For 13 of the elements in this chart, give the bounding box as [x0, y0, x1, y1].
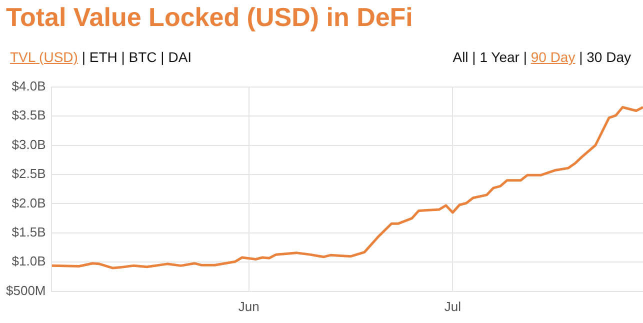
chart-title: Total Value Locked (USD) in DeFi	[6, 2, 413, 33]
y-tick-label: $4.0B	[12, 78, 46, 94]
y-tick-label: $500M	[6, 282, 46, 298]
y-tick-label: $1.5B	[12, 224, 46, 240]
text: TVL (USD) | ETH | BTC | DAI	[10, 49, 192, 65]
text: All | 1 Year | 90 Day | 30 Day	[452, 49, 631, 65]
y-tick-label: $1.0B	[12, 254, 46, 269]
y-tick-label: $3.0B	[12, 136, 46, 152]
y-tick-label: $2.0B	[12, 195, 46, 210]
x-tick-label: Jun	[238, 298, 260, 314]
x-tick-label: Jul	[444, 298, 462, 314]
y-tick-label: $2.5B	[12, 166, 46, 182]
y-tick-label: $3.5B	[12, 108, 46, 123]
